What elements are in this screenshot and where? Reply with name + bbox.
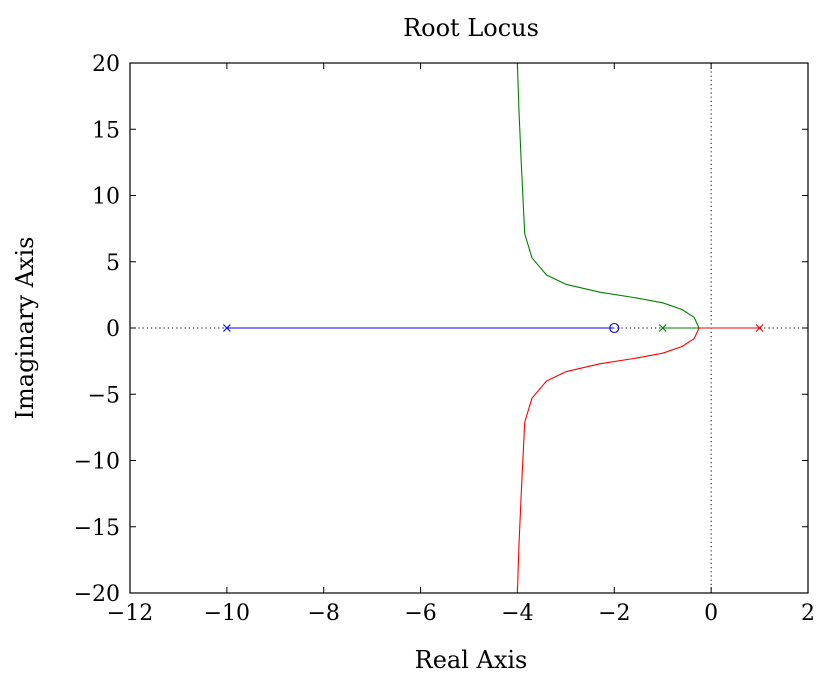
y-tick-label: 10 xyxy=(92,185,120,210)
zero-marker xyxy=(609,322,620,334)
y-tick-label: 15 xyxy=(92,118,120,143)
x-tick-label: −10 xyxy=(204,601,250,626)
pole-marker xyxy=(658,324,667,332)
x-axis-title: Real Axis xyxy=(415,646,528,673)
x-tick-label: −4 xyxy=(501,601,533,626)
pole-stroke xyxy=(658,324,667,332)
x-tick-label: −12 xyxy=(107,601,153,626)
x-tick-label: 0 xyxy=(704,601,718,626)
y-tick-label: 5 xyxy=(106,251,120,276)
y-tick-label: −15 xyxy=(74,516,120,541)
x-tick-label: 2 xyxy=(801,601,815,626)
locus-branch-3 xyxy=(516,327,760,594)
locus-branch-2 xyxy=(516,62,700,329)
y-axis-title: Imaginary Axis xyxy=(11,237,39,420)
series-layer xyxy=(226,62,760,594)
y-tick-label: −10 xyxy=(74,450,120,475)
chart-title: Root Locus xyxy=(403,14,539,42)
pole-stroke xyxy=(222,324,231,332)
pole-stroke xyxy=(755,324,764,332)
y-tick-label: 20 xyxy=(92,52,120,77)
y-tick-label: 0 xyxy=(106,317,120,342)
x-tick-label: −8 xyxy=(307,601,339,626)
markers-layer xyxy=(222,322,764,334)
x-tick-label: −6 xyxy=(404,601,436,626)
plot-frame xyxy=(129,62,809,594)
pole-marker xyxy=(755,324,764,332)
y-tick-label: −5 xyxy=(88,383,120,408)
x-tick-label: −2 xyxy=(598,601,630,626)
pole-marker xyxy=(222,324,231,332)
y-tick-label: −20 xyxy=(74,582,120,607)
